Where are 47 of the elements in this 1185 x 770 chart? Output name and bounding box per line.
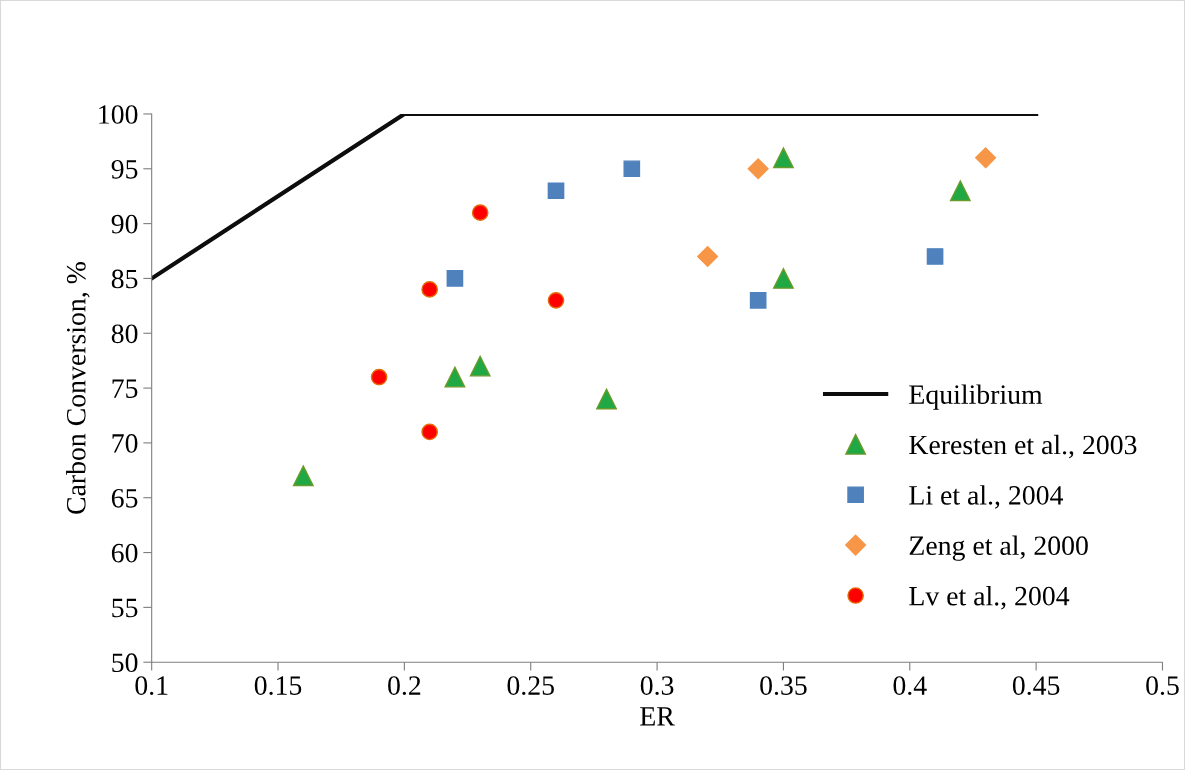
y-tick-label: 70 bbox=[112, 434, 138, 453]
legend-label: Equilibrium bbox=[909, 384, 1043, 410]
point bbox=[773, 147, 794, 169]
point bbox=[623, 160, 641, 178]
point bbox=[697, 245, 719, 268]
y-tick-label: 80 bbox=[111, 324, 138, 344]
point bbox=[975, 147, 997, 169]
point bbox=[949, 180, 971, 202]
y-tick-label: 90 bbox=[111, 214, 138, 234]
point bbox=[749, 292, 767, 309]
point bbox=[421, 423, 438, 441]
point bbox=[596, 388, 617, 410]
point bbox=[444, 366, 466, 388]
y-tick-label: 55 bbox=[112, 598, 138, 618]
point bbox=[471, 204, 489, 221]
point bbox=[773, 268, 794, 289]
y-axis-title: Carbon Conversion, % bbox=[66, 262, 90, 514]
x-tick-label: 0.5 bbox=[1146, 676, 1179, 696]
point bbox=[547, 292, 565, 309]
x-tick-label: 0.45 bbox=[1012, 676, 1060, 696]
x-tick-label: 0.4 bbox=[893, 676, 927, 696]
legend-label: Keresten et al., 2003 bbox=[909, 434, 1137, 459]
y-tick-label: 65 bbox=[111, 488, 138, 508]
x-tick-label: 0.35 bbox=[760, 676, 807, 696]
point bbox=[446, 270, 464, 287]
y-tick-label: 95 bbox=[111, 160, 138, 179]
point bbox=[547, 182, 565, 200]
y-tick-label: 50 bbox=[112, 653, 138, 673]
x-tick-label: 0.1 bbox=[135, 676, 168, 696]
point bbox=[292, 465, 314, 487]
point bbox=[926, 248, 944, 265]
legend-label: Zeng et al, 2000 bbox=[909, 535, 1088, 561]
point bbox=[370, 368, 388, 386]
y-tick-label: 100 bbox=[99, 105, 138, 124]
x-axis-title: ER bbox=[640, 707, 675, 726]
x-tick-label: 0.3 bbox=[640, 676, 674, 696]
legend-label: Lv et al., 2004 bbox=[909, 585, 1070, 610]
y-tick-label: 75 bbox=[112, 379, 138, 398]
x-tick-label: 0.15 bbox=[254, 676, 302, 696]
point bbox=[421, 281, 438, 298]
y-tick-label: 60 bbox=[111, 543, 138, 563]
legend-label: Li et al., 2004 bbox=[909, 485, 1064, 509]
x-tick-label: 0.25 bbox=[507, 676, 554, 696]
point bbox=[747, 158, 769, 180]
point bbox=[469, 355, 491, 377]
y-tick-label: 85 bbox=[111, 269, 138, 289]
x-tick-label: 0.2 bbox=[388, 676, 421, 696]
